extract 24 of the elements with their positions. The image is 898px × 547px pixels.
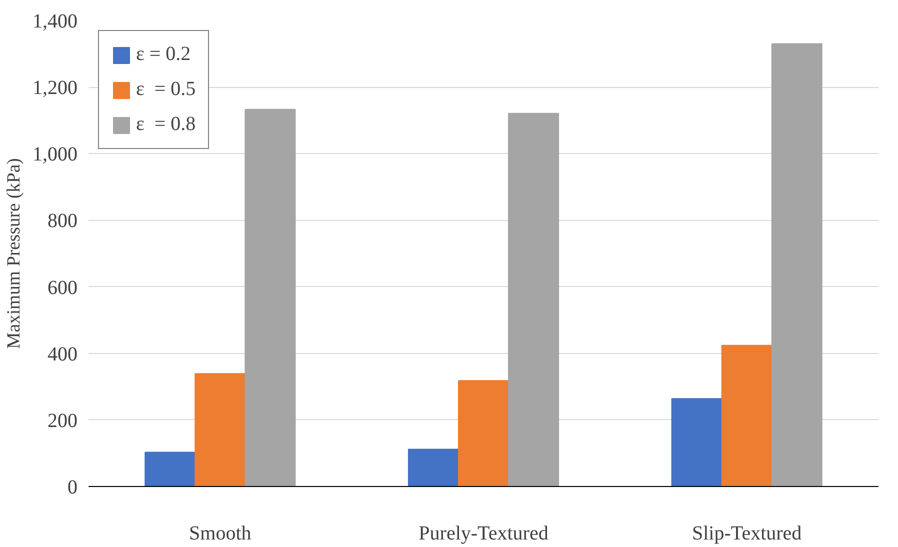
bar (508, 112, 560, 486)
y-tick-label: 0 (68, 476, 78, 498)
y-tick-label: 800 (48, 210, 78, 232)
x-tick-label: Slip-Textured (692, 522, 802, 544)
legend-label: ε = 0.8 (136, 113, 196, 136)
y-tick-label: 600 (48, 276, 78, 299)
y-tick-label: 200 (48, 410, 78, 432)
bar (458, 380, 510, 486)
y-tick-label: 1,200 (32, 77, 78, 100)
x-tick-label: Smooth (189, 522, 252, 544)
bar (144, 452, 196, 486)
y-axis-title: Maximum Pressure (kPa) (4, 158, 24, 349)
bar (244, 108, 296, 486)
bar (671, 398, 722, 486)
bar (771, 43, 822, 486)
legend-label: ε = 0.5 (136, 78, 196, 101)
x-tick-label: Purely-Textured (418, 522, 548, 544)
legend-label: ε = 0.2 (136, 43, 191, 66)
bar (408, 448, 459, 486)
y-tick-label: 400 (48, 343, 78, 366)
bar (721, 344, 772, 486)
y-tick-label: 1,000 (32, 144, 78, 166)
bar (194, 373, 246, 486)
y-tick-label: 1,400 (32, 10, 78, 32)
